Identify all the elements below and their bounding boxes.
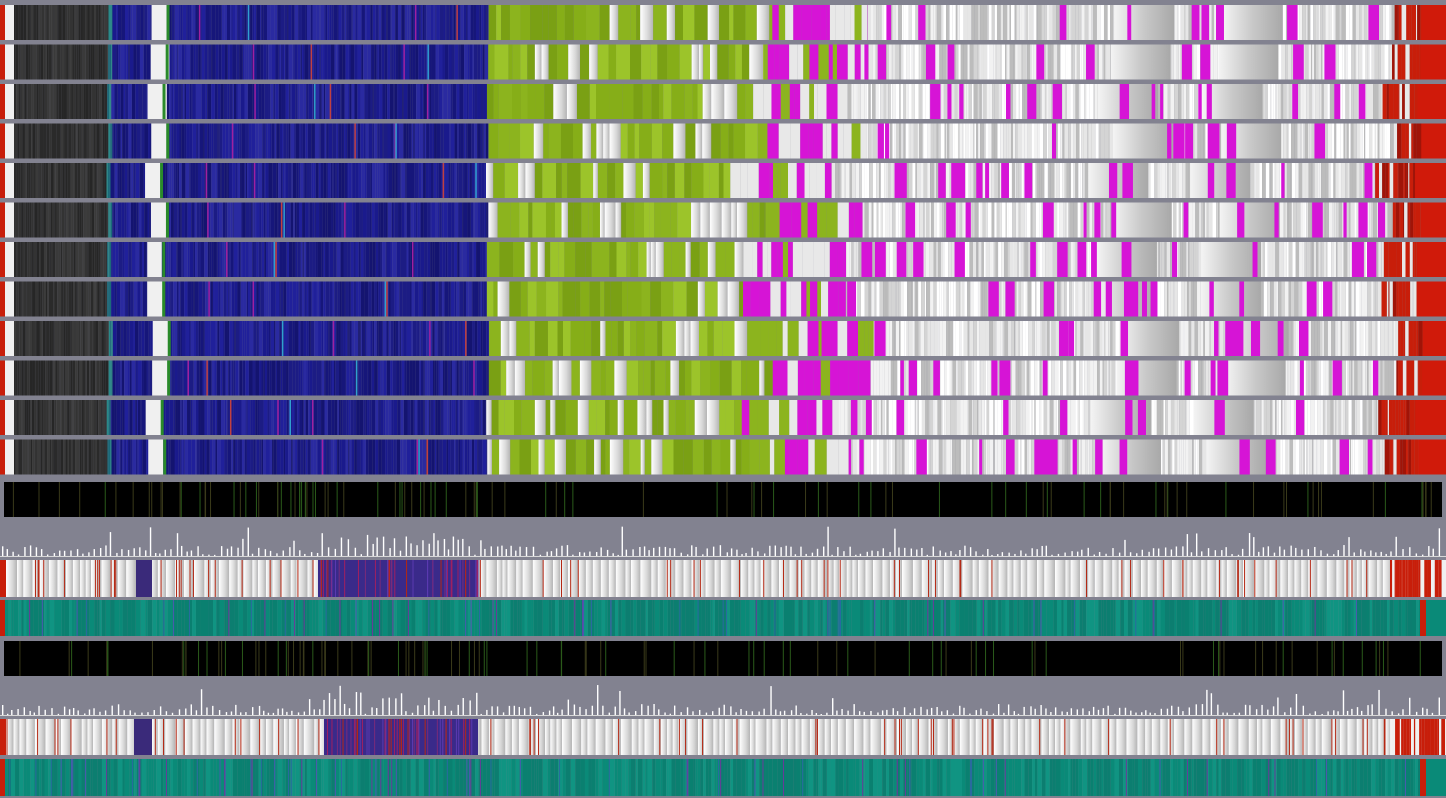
colored-track [0,84,1446,119]
colored-track [0,440,1446,475]
colored-track [0,163,1446,198]
black-track [4,482,1442,517]
colored-track [0,321,1446,356]
colored-track [0,124,1446,159]
colored-track [0,361,1446,396]
black-track [4,641,1442,676]
colored-track [0,45,1446,80]
colored-track [0,282,1446,317]
colored-track [0,5,1446,40]
white-red-track [0,560,1446,597]
colored-track [0,242,1446,277]
teal-track [0,759,1446,796]
white-red-track [0,719,1446,755]
colored-track [0,400,1446,435]
colored-track [0,203,1446,238]
teal-track [0,600,1446,636]
